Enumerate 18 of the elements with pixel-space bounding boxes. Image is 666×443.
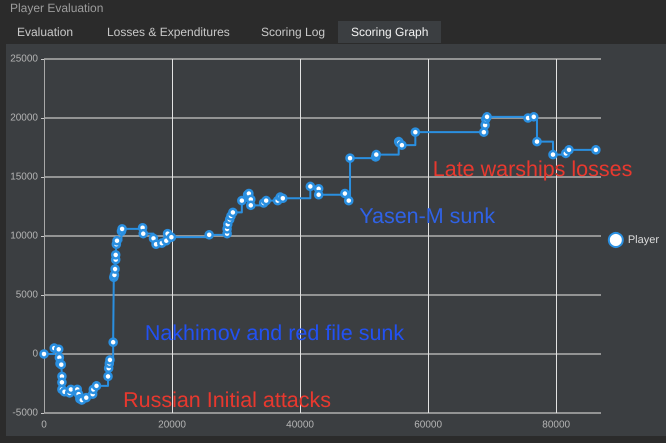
y-tick-label: 25000 [10, 54, 38, 64]
x-tick-label: 0 [41, 420, 48, 430]
x-tick-label: 40000 [286, 420, 314, 430]
x-tick-label: 80000 [542, 420, 571, 430]
text: Evaluation [16, 24, 74, 41]
y-tick-label: 5000 [16, 290, 38, 300]
chart-title: Player Evaluation [10, 0, 104, 17]
y-tick-label: 10000 [10, 230, 38, 242]
chart-subtitle: Scoring Graph [338, 21, 442, 43]
y-tick-label: 0 [32, 348, 38, 360]
text: Losses & Expenditures [106, 24, 231, 41]
x-tick-label: 60000 [414, 420, 442, 430]
x-tick-label: 20000 [158, 420, 186, 430]
y-tick-label: 20000 [10, 112, 38, 124]
text: Scoring Log [260, 24, 326, 41]
y-tick-label: -5000 [12, 408, 38, 418]
legend-label: Player [628, 234, 660, 246]
y-tick-label: 15000 [10, 172, 38, 182]
